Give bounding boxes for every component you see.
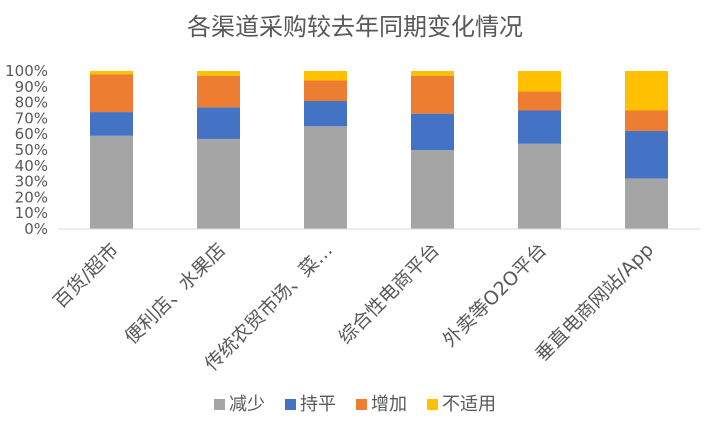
chart-title: 各渠道采购较去年同期变化情况: [187, 13, 523, 41]
category-label: 百货/超市: [49, 239, 123, 313]
y-tick-label: 10%: [15, 204, 48, 222]
bar-segment: [411, 71, 454, 76]
bar-segment: [304, 126, 347, 229]
legend-label: 不适用: [442, 394, 496, 415]
bar-segment: [197, 138, 240, 229]
bar-segment: [518, 91, 561, 111]
y-tick-label: 100%: [5, 62, 48, 80]
bar-segment: [304, 101, 347, 127]
y-tick-label: 70%: [15, 109, 48, 127]
y-tick-label: 60%: [15, 125, 48, 143]
category-label: 垂直电商网站/App: [531, 239, 658, 366]
y-tick-label: 0%: [24, 220, 48, 238]
bar-segment: [304, 80, 347, 102]
bar-segment: [411, 150, 454, 229]
y-tick-label: 20%: [15, 188, 48, 206]
y-tick-label: 30%: [15, 173, 48, 191]
y-tick-label: 90%: [15, 78, 48, 96]
bar-segment: [518, 71, 561, 92]
legend-label: 持平: [300, 394, 336, 415]
bar-segment: [90, 135, 133, 229]
category-label: 综合性电商平台: [334, 239, 444, 349]
y-tick-label: 80%: [15, 94, 48, 112]
legend-swatch: [356, 399, 367, 410]
legend: 减少 持平 增加 不适用: [214, 394, 496, 415]
y-axis-ticks: 0%10%20%30%40%50%60%70%80%90%100%: [5, 62, 48, 238]
bar-segment: [625, 110, 668, 132]
bar-segment: [518, 110, 561, 144]
bar-segment: [90, 112, 133, 136]
bar-segment: [90, 74, 133, 113]
category-label: 外卖等O2O平台: [439, 239, 551, 351]
bar-segment: [304, 71, 347, 81]
legend-swatch: [285, 399, 296, 410]
bar-segment: [625, 71, 668, 111]
legend-label: 增加: [371, 394, 407, 415]
bar-segment: [197, 75, 240, 108]
bar-segment: [411, 113, 454, 150]
bar-segment: [90, 71, 133, 75]
y-tick-label: 50%: [15, 141, 48, 159]
legend-swatch: [427, 399, 438, 410]
y-tick-label: 40%: [15, 157, 48, 175]
legend-swatch: [214, 399, 225, 410]
category-labels: 百货/超市便利店、水果店传统农贸市场、菜…综合性电商平台外卖等O2O平台垂直电商…: [49, 239, 658, 375]
bar-segment: [625, 131, 668, 179]
bar-segment: [411, 75, 454, 114]
bars: [90, 71, 668, 229]
bar-segment: [197, 71, 240, 76]
bar-segment: [518, 143, 561, 229]
category-label: 便利店、水果店: [120, 239, 230, 349]
legend-label: 减少: [229, 394, 265, 415]
bar-segment: [197, 107, 240, 139]
bar-segment: [625, 178, 668, 229]
